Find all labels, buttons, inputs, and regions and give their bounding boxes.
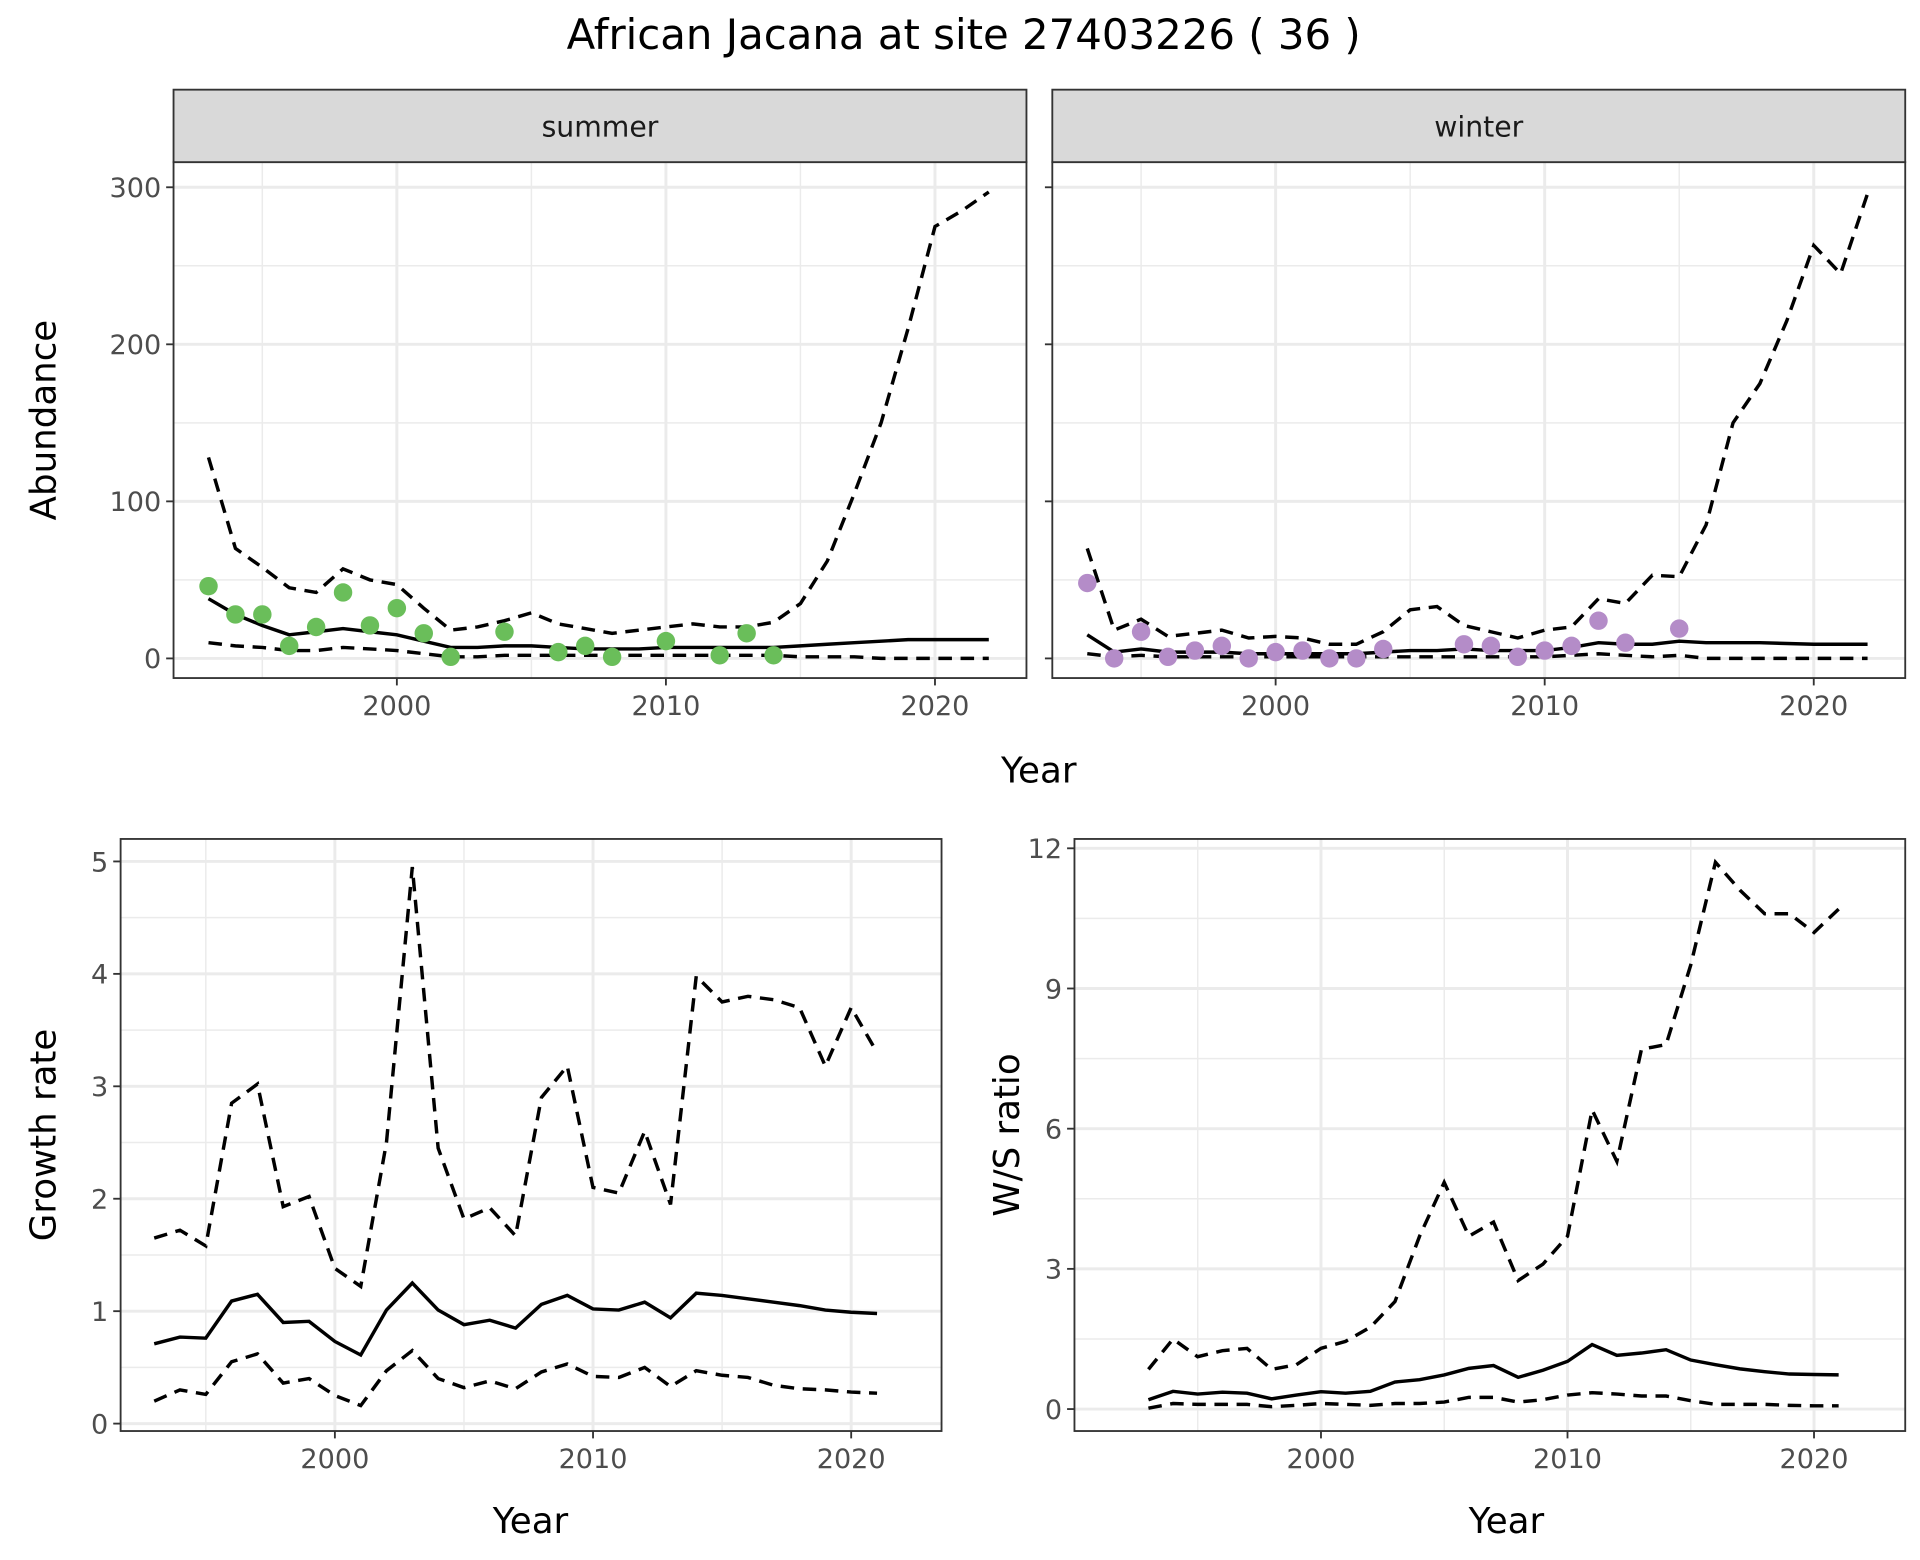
panel-background bbox=[1074, 838, 1906, 1432]
y-tick-label: 3 bbox=[1045, 1255, 1062, 1286]
y-axis-title: Growth rate bbox=[23, 1029, 64, 1242]
data-point bbox=[737, 624, 756, 643]
x-tick-label: 2010 bbox=[1510, 691, 1579, 722]
data-point bbox=[1239, 649, 1258, 668]
lower-ci-line bbox=[208, 640, 989, 661]
lower-ci-line bbox=[1087, 652, 1868, 661]
y-tick-label: 5 bbox=[91, 847, 108, 878]
y-tick-label: 3 bbox=[91, 1072, 108, 1103]
mean-line bbox=[207, 597, 989, 651]
data-point bbox=[1320, 649, 1339, 668]
y-tick-label: 0 bbox=[1045, 1395, 1062, 1426]
facet-strip bbox=[172, 88, 1028, 164]
upper-ci-line bbox=[153, 866, 879, 1290]
data-point bbox=[1562, 636, 1581, 656]
panel-growth: 2000 2010 2020 0 1 2 3 4 5 bbox=[91, 838, 943, 1475]
x-axis-title: Year bbox=[1000, 750, 1077, 791]
x-tick-label: 2020 bbox=[817, 1444, 886, 1475]
y-axis-title: W/S ratio bbox=[987, 1053, 1028, 1216]
panel-border bbox=[1073, 838, 1907, 1432]
data-point bbox=[1669, 619, 1689, 638]
facet-strip-label: summer bbox=[542, 110, 659, 143]
data-point bbox=[1185, 641, 1205, 660]
y-tick-label: 300 bbox=[110, 173, 162, 204]
chart-title: African Jacana at site 27403226 ( 36 ) bbox=[567, 10, 1361, 59]
y-tick-label: 100 bbox=[110, 487, 162, 518]
data-point bbox=[1347, 649, 1366, 668]
x-tick-label: 2020 bbox=[1780, 1444, 1849, 1475]
data-point bbox=[306, 617, 326, 637]
data-point bbox=[1158, 647, 1178, 667]
y-tick-label: 200 bbox=[110, 330, 162, 361]
y-tick-label: 6 bbox=[1045, 1115, 1062, 1146]
data-point bbox=[656, 631, 676, 651]
data-point bbox=[333, 583, 353, 602]
y-tick-label: 1 bbox=[91, 1297, 108, 1328]
data-point bbox=[1266, 642, 1285, 662]
data-point bbox=[1104, 649, 1124, 668]
data-point bbox=[710, 646, 729, 665]
data-point bbox=[1508, 647, 1528, 667]
data-point bbox=[602, 647, 622, 667]
x-tick-label: 2000 bbox=[1287, 1444, 1356, 1475]
x-tick-label: 2020 bbox=[901, 691, 970, 722]
panel-background bbox=[1052, 162, 1906, 679]
x-tick-label: 2020 bbox=[1779, 691, 1848, 722]
y-tick-label: 0 bbox=[91, 1409, 108, 1440]
data-point bbox=[280, 636, 299, 656]
data-point bbox=[764, 646, 783, 665]
data-point bbox=[1616, 633, 1635, 652]
panel-summer: 2000 2010 2020 0 100 200 300 summer bbox=[110, 88, 1028, 722]
x-axis-title: Year bbox=[1468, 1501, 1545, 1542]
x-tick-label: 2010 bbox=[631, 691, 700, 722]
panel-winter: 2000 2010 2020 winter bbox=[1044, 88, 1907, 722]
facet-strip bbox=[1051, 88, 1907, 164]
data-point bbox=[1212, 636, 1232, 656]
x-tick-label: 2000 bbox=[300, 1444, 369, 1475]
panel-border bbox=[119, 838, 943, 1432]
y-tick-label: 0 bbox=[144, 644, 161, 675]
data-point bbox=[1131, 622, 1151, 641]
upper-ci-line bbox=[206, 190, 990, 636]
y-tick-label: 2 bbox=[91, 1185, 108, 1216]
upper-ci-line bbox=[1085, 193, 1870, 646]
panel-background bbox=[120, 838, 942, 1432]
data-point bbox=[226, 605, 245, 624]
x-axis-title: Year bbox=[492, 1501, 569, 1542]
data-point bbox=[387, 598, 407, 618]
data-point bbox=[1454, 635, 1474, 654]
lower-ci-line bbox=[1148, 1390, 1839, 1410]
y-tick-label: 9 bbox=[1045, 974, 1062, 1005]
mean-line bbox=[153, 1280, 878, 1358]
data-point bbox=[1589, 611, 1608, 630]
x-tick-label: 2010 bbox=[1533, 1444, 1602, 1475]
x-tick-label: 2000 bbox=[362, 691, 431, 722]
y-axis-title: Abundance bbox=[23, 320, 64, 521]
y-tick-label: 12 bbox=[1028, 834, 1062, 865]
data-point bbox=[253, 605, 272, 624]
panel-ratio: 2000 2010 2020 0 3 6 9 12 bbox=[1028, 834, 1907, 1475]
x-tick-label: 2010 bbox=[559, 1444, 628, 1475]
data-point bbox=[441, 647, 460, 667]
facet-strip-label: winter bbox=[1434, 110, 1523, 143]
mean-line bbox=[1147, 1342, 1839, 1402]
x-tick-label: 2000 bbox=[1241, 691, 1310, 722]
data-point bbox=[1481, 636, 1501, 656]
data-point bbox=[414, 624, 433, 643]
data-point bbox=[1374, 639, 1393, 659]
data-point bbox=[1293, 641, 1312, 660]
data-point bbox=[1078, 573, 1097, 593]
y-tick-label: 4 bbox=[91, 960, 108, 991]
data-point bbox=[549, 642, 568, 662]
data-point bbox=[199, 576, 218, 596]
upper-ci-line bbox=[1147, 858, 1840, 1372]
data-point bbox=[1535, 641, 1554, 660]
data-point bbox=[495, 622, 514, 641]
data-point bbox=[360, 616, 380, 635]
panel-background bbox=[173, 162, 1027, 679]
data-point bbox=[575, 636, 595, 656]
